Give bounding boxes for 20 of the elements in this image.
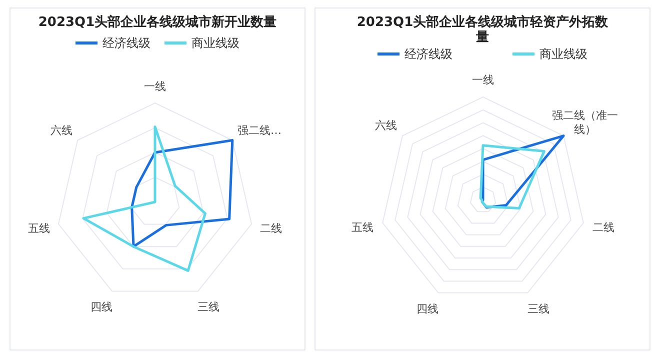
spoke-label: 四线	[416, 302, 439, 316]
chart-title: 2023Q1头部企业各线级城市新开业数量	[38, 14, 277, 30]
legend-label: 商业线级	[192, 36, 240, 50]
spoke-label: 四线	[90, 300, 113, 314]
spoke-label: 二线	[260, 222, 282, 235]
spoke-label: 六线	[50, 124, 72, 137]
spoke-label: 五线	[28, 222, 50, 235]
spoke-label: 三线	[527, 302, 550, 316]
legend-label: 商业线级	[540, 47, 588, 61]
spoke-label: 强二线（准一线）	[552, 108, 618, 136]
spoke-label: 三线	[197, 300, 220, 314]
spoke-label: 一线	[472, 73, 494, 86]
spoke-label: 强二线…	[238, 124, 282, 137]
spoke-label: 二线	[592, 220, 614, 234]
spoke-label: 五线	[352, 220, 374, 234]
chart-title: 2023Q1头部企业各线级城市轻资产外拓数量	[356, 14, 610, 45]
legend-label: 经济线级	[102, 36, 150, 50]
spoke-label: 一线	[144, 80, 166, 94]
legend-label: 经济线级	[404, 47, 452, 61]
spoke-label: 六线	[374, 118, 397, 132]
